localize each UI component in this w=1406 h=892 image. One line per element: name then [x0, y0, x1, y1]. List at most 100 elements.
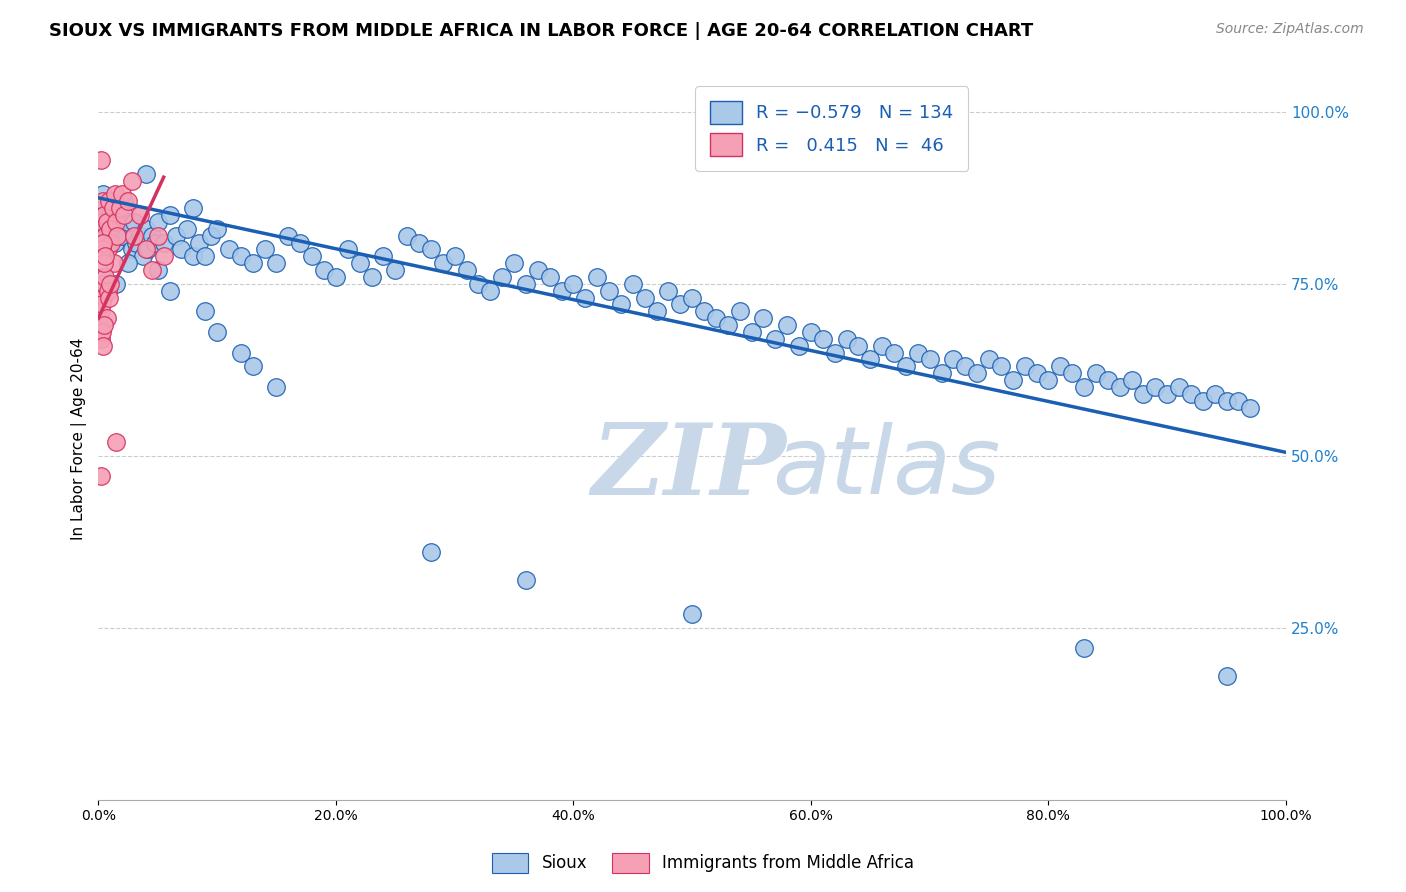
- Point: [277, 228, 299, 243]
- Point: [91, 235, 114, 250]
- Point: [122, 228, 145, 243]
- Point: [114, 208, 136, 222]
- Point: [103, 256, 125, 270]
- Point: [94, 269, 117, 284]
- Point: [515, 573, 537, 587]
- Point: [1215, 669, 1237, 683]
- Point: [681, 291, 703, 305]
- Point: [990, 359, 1012, 374]
- Point: [325, 269, 347, 284]
- Point: [373, 249, 395, 263]
- Point: [105, 215, 128, 229]
- Point: [96, 221, 118, 235]
- Point: [90, 243, 112, 257]
- Point: [1062, 366, 1084, 380]
- Point: [752, 311, 775, 326]
- Point: [100, 235, 122, 250]
- Point: [503, 256, 526, 270]
- Point: [159, 208, 181, 222]
- Point: [135, 243, 157, 257]
- Point: [1108, 380, 1130, 394]
- Point: [183, 201, 205, 215]
- Point: [645, 304, 668, 318]
- Point: [349, 256, 371, 270]
- Point: [141, 263, 163, 277]
- Point: [125, 235, 148, 250]
- Point: [918, 352, 941, 367]
- Point: [94, 208, 117, 222]
- Point: [859, 352, 882, 367]
- Point: [98, 291, 121, 305]
- Point: [143, 235, 166, 250]
- Point: [229, 249, 252, 263]
- Point: [117, 256, 139, 270]
- Point: [1097, 373, 1119, 387]
- Point: [121, 243, 143, 257]
- Point: [1014, 359, 1036, 374]
- Point: [105, 435, 128, 450]
- Point: [907, 345, 929, 359]
- Point: [432, 256, 454, 270]
- Point: [205, 221, 228, 235]
- Point: [419, 545, 441, 559]
- Point: [93, 215, 115, 229]
- Legend: Sioux, Immigrants from Middle Africa: Sioux, Immigrants from Middle Africa: [485, 847, 921, 880]
- Point: [90, 304, 112, 318]
- Point: [122, 215, 145, 229]
- Point: [91, 187, 114, 202]
- Point: [135, 221, 157, 235]
- Point: [870, 339, 893, 353]
- Point: [141, 228, 163, 243]
- Point: [96, 215, 118, 229]
- Point: [621, 277, 644, 291]
- Point: [800, 325, 823, 339]
- Point: [108, 215, 131, 229]
- Point: [1204, 387, 1226, 401]
- Point: [598, 284, 620, 298]
- Point: [301, 249, 323, 263]
- Point: [955, 359, 977, 374]
- Point: [111, 228, 134, 243]
- Point: [1168, 380, 1191, 394]
- Point: [91, 339, 114, 353]
- Point: [456, 263, 478, 277]
- Legend: R = −0.579   N = 134, R =   0.415   N =  46: R = −0.579 N = 134, R = 0.415 N = 46: [695, 87, 969, 170]
- Point: [129, 208, 152, 222]
- Point: [479, 284, 502, 298]
- Point: [152, 235, 174, 250]
- Point: [159, 284, 181, 298]
- Point: [91, 291, 114, 305]
- Point: [1001, 373, 1024, 387]
- Point: [787, 339, 810, 353]
- Point: [1132, 387, 1154, 401]
- Point: [1084, 366, 1107, 380]
- Point: [242, 256, 264, 270]
- Point: [538, 269, 561, 284]
- Point: [129, 228, 152, 243]
- Point: [98, 208, 121, 222]
- Point: [669, 297, 692, 311]
- Point: [98, 277, 121, 291]
- Point: [1038, 373, 1060, 387]
- Point: [336, 243, 359, 257]
- Point: [93, 256, 115, 270]
- Point: [1156, 387, 1178, 401]
- Point: [101, 201, 124, 215]
- Point: [93, 277, 115, 291]
- Point: [90, 269, 112, 284]
- Point: [90, 297, 112, 311]
- Point: [105, 221, 128, 235]
- Point: [562, 277, 585, 291]
- Point: [931, 366, 953, 380]
- Point: [312, 263, 335, 277]
- Point: [94, 249, 117, 263]
- Point: [90, 325, 112, 339]
- Point: [101, 201, 124, 215]
- Point: [942, 352, 965, 367]
- Point: [610, 297, 633, 311]
- Point: [1121, 373, 1143, 387]
- Point: [98, 221, 121, 235]
- Point: [1191, 393, 1213, 408]
- Point: [704, 311, 727, 326]
- Point: [574, 291, 596, 305]
